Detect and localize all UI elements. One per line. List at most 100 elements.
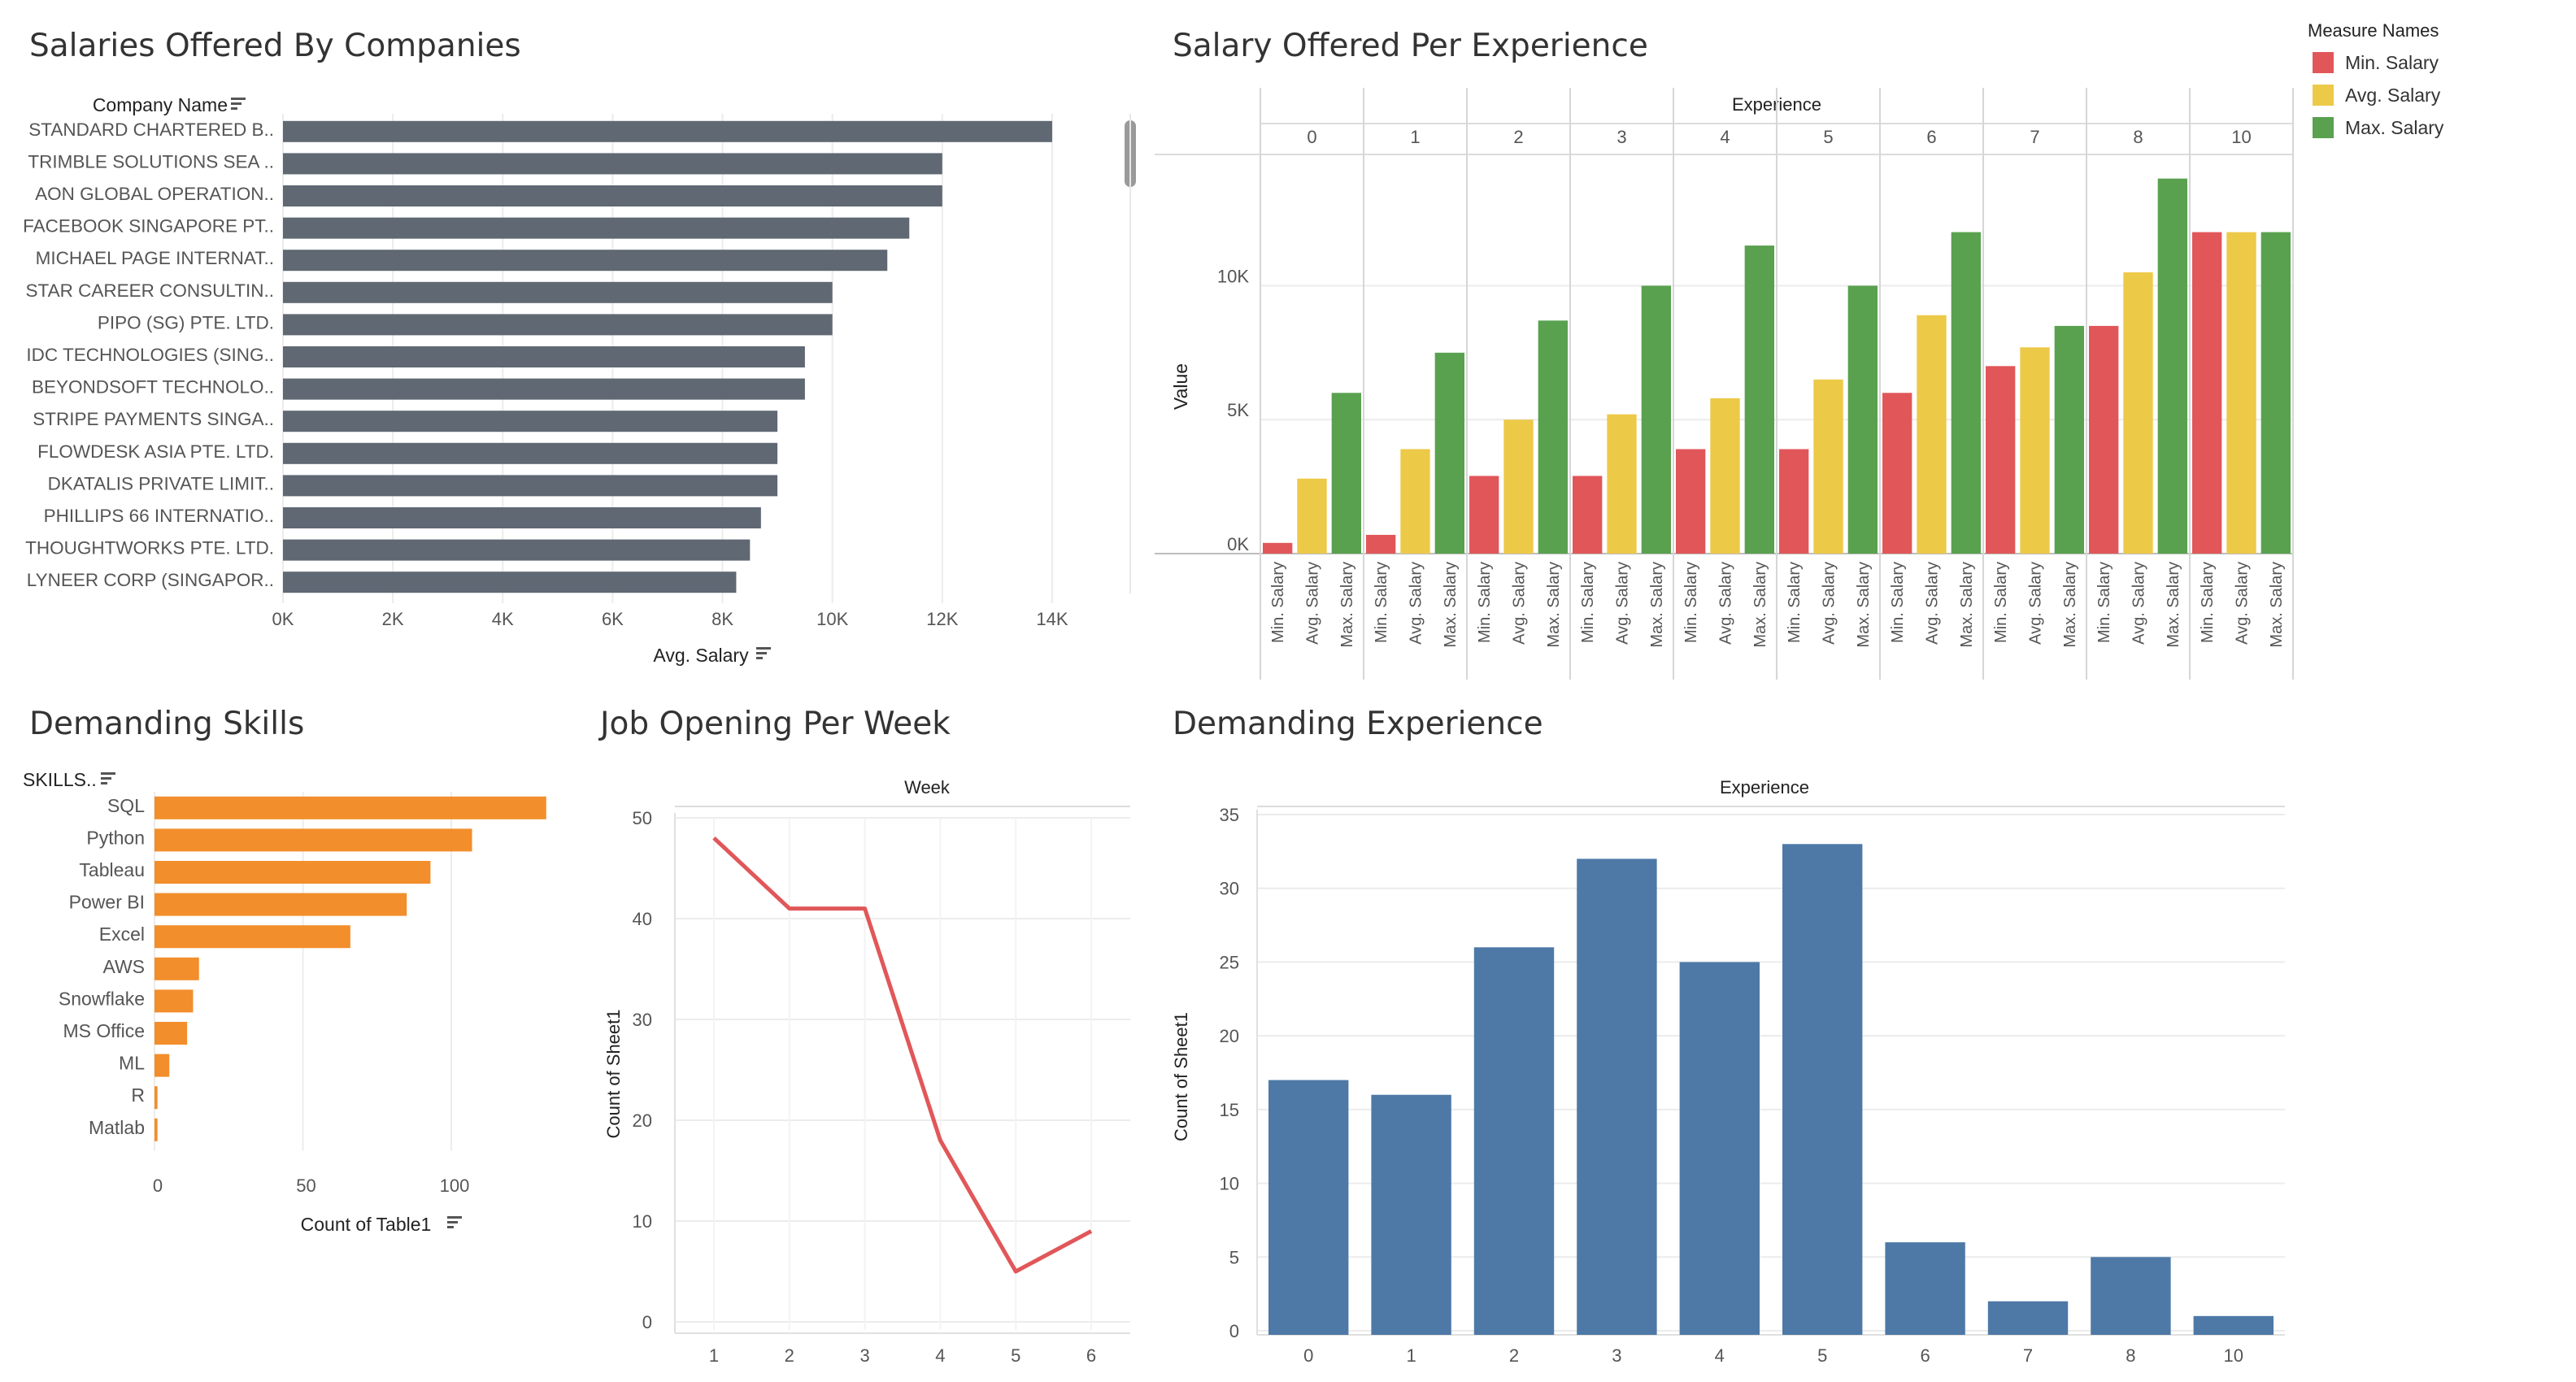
x-tick-label: 8K <box>711 609 733 629</box>
skills-sort-icon[interactable] <box>101 772 115 784</box>
measure-tick-label: Min. Salary <box>2199 562 2217 643</box>
bar <box>1607 414 1637 554</box>
measure-tick-label: Min. Salary <box>1476 562 1494 643</box>
bar <box>283 185 942 206</box>
x-tick-label: 4K <box>492 609 514 629</box>
measure-tick-label: Min. Salary <box>1373 562 1390 643</box>
experience-label: 1 <box>1410 127 1420 147</box>
bar <box>1641 285 1671 554</box>
y-tick-label: 5 <box>1229 1247 1239 1267</box>
x-tick-label: 1 <box>709 1345 719 1366</box>
experience-salary-title: Salary Offered Per Experience <box>1173 28 1648 64</box>
category-label: Power BI <box>69 892 145 913</box>
measure-tick-label: Max. Salary <box>1648 562 1666 648</box>
measure-legend[interactable]: Measure Names Min. Salary Avg. Salary Max. … <box>2293 16 2569 146</box>
bar <box>2089 325 2119 554</box>
weekly-title: Job Opening Per Week <box>600 706 951 742</box>
category-label: Python <box>86 827 145 848</box>
bar <box>2054 325 2084 554</box>
category-label: TRIMBLE SOLUTIONS SEA .. <box>28 151 274 172</box>
bar <box>1951 232 1981 554</box>
measure-tick-label: Max. Salary <box>1442 562 1460 648</box>
category-label: FLOWDESK ASIA PTE. LTD. <box>37 441 274 462</box>
company-sort-icon[interactable] <box>231 98 246 110</box>
x-tick-label: 12K <box>926 609 958 629</box>
bar <box>1263 542 1293 554</box>
category-label: Matlab <box>89 1117 145 1138</box>
x-tick-label: 5 <box>1817 1345 1827 1366</box>
x-tick-label: 6K <box>602 609 624 629</box>
bar <box>1885 1242 1965 1335</box>
weekly-chart: Week 0 10 20 30 40 50 1 2 3 4 5 6 Count of Sheet1 <box>603 777 1130 1366</box>
x-axis-title: Avg. Salary <box>653 645 749 666</box>
measure-tick-label: Max. Salary <box>2061 562 2079 648</box>
category-label: PHILLIPS 66 INTERNATIO.. <box>44 506 274 526</box>
x-tick-label: 10 <box>2224 1345 2243 1366</box>
y-axis-title: Company Name <box>93 94 228 115</box>
bar <box>283 411 778 432</box>
bar <box>1473 947 1555 1335</box>
legend-swatch <box>2313 117 2334 138</box>
measure-tick-label: Max. Salary <box>2165 562 2182 648</box>
bar <box>1538 320 1568 554</box>
measure-tick-label: Avg. Salary <box>1717 562 1735 645</box>
legend-swatch <box>2313 85 2334 106</box>
y-tick-label: 30 <box>1220 879 1239 899</box>
measure-tick-label: Min. Salary <box>1269 562 1287 643</box>
measure-tick-label: Avg. Salary <box>1511 562 1529 645</box>
measure-tick-label: Max. Salary <box>1338 562 1356 648</box>
measure-tick-label: Min. Salary <box>1682 562 1700 643</box>
bar <box>1744 246 1774 554</box>
bar <box>1573 476 1603 554</box>
y-axis-title: Count of Sheet1 <box>603 1009 624 1138</box>
measure-tick-label: Min. Salary <box>2095 562 2113 643</box>
bar <box>283 281 833 303</box>
x-tick-label: 2 <box>1509 1345 1519 1366</box>
bar <box>1986 366 2016 554</box>
bar <box>154 1054 170 1077</box>
category-label: MS Office <box>63 1020 145 1041</box>
count-sort-icon[interactable] <box>447 1216 462 1228</box>
bar <box>283 475 778 497</box>
bar <box>283 442 778 464</box>
x-tick-label: 100 <box>440 1176 470 1196</box>
bar <box>1882 393 1912 554</box>
bar <box>283 346 805 367</box>
legend-label: Min. Salary <box>2345 52 2439 73</box>
bar <box>1366 534 1396 554</box>
y-tick-label: 10K <box>1217 266 1249 286</box>
skills-chart: 0 50 100 SKILLS.. SQL Python Tableau Power BI Ex… <box>23 769 546 1235</box>
bar <box>1813 379 1843 554</box>
experience-label: 0 <box>1307 127 1316 147</box>
x-tick-label: 6 <box>1920 1345 1930 1366</box>
legend-title: Measure Names <box>2308 20 2439 41</box>
legend-swatch <box>2313 52 2334 73</box>
y-tick-label: 0 <box>642 1312 652 1332</box>
y-tick-label: 35 <box>1220 805 1239 825</box>
bar <box>1268 1080 1349 1335</box>
avg-salary-sort-icon[interactable] <box>756 647 771 659</box>
x-tick-label: 7 <box>2023 1345 2033 1366</box>
measure-tick-label: Max. Salary <box>1958 562 1976 648</box>
y-tick-label: 5K <box>1227 400 1249 420</box>
measure-tick-label: Max. Salary <box>1855 562 1873 648</box>
bar <box>154 957 199 980</box>
series-line <box>712 836 1093 1274</box>
measure-tick-label: Max. Salary <box>1545 562 1563 648</box>
x-tick-label: 3 <box>1612 1345 1621 1366</box>
bar <box>154 1086 158 1110</box>
x-tick-label: 1 <box>1406 1345 1416 1366</box>
category-label: SQL <box>107 795 145 816</box>
bar <box>1917 315 1947 554</box>
bar <box>1676 449 1706 554</box>
bar <box>283 539 751 561</box>
bar <box>283 314 833 336</box>
x-tick-label: 50 <box>296 1176 315 1196</box>
measure-tick-label: Max. Salary <box>2268 562 2286 648</box>
category-label: Excel <box>99 924 145 945</box>
x-tick-label: 3 <box>859 1345 869 1366</box>
x-tick-label: 14K <box>1036 609 1068 629</box>
y-tick-label: 0K <box>1227 534 1249 554</box>
